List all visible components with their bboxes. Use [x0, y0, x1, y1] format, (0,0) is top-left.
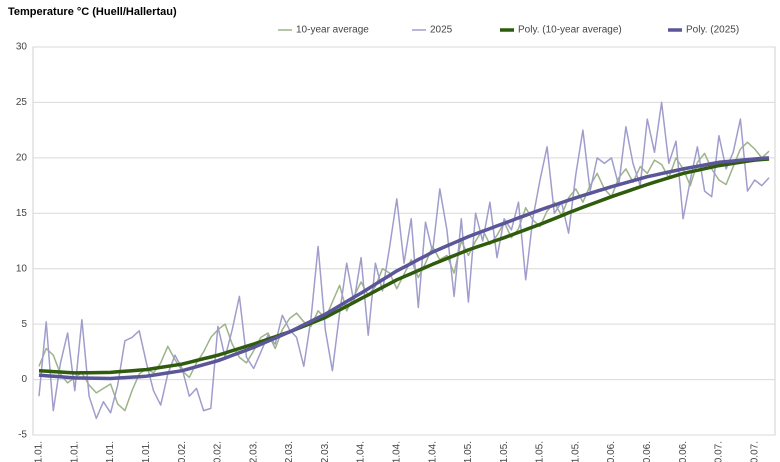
x-tick-label: 11.01. [69, 441, 80, 462]
y-tick-label: 0 [21, 374, 27, 385]
y-tick-label: 5 [21, 319, 27, 330]
x-tick-label: 01.04. [356, 441, 367, 462]
chart-title: Temperature °C (Huell/Hallertau) [8, 6, 177, 18]
x-tick-label: 20.06. [642, 441, 653, 462]
series-line [38, 101, 770, 420]
legend-label: 2025 [430, 25, 453, 36]
x-tick-label: 11.05. [499, 441, 510, 462]
legend-label: 10-year average [296, 25, 369, 36]
x-tick-label: 01.05. [463, 441, 474, 462]
y-tick-label: 20 [16, 152, 28, 163]
series-line [38, 156, 770, 381]
y-tick-label: 10 [16, 263, 28, 274]
x-tick-label: 21.04. [427, 441, 438, 462]
legend-label: Poly. (10-year average) [518, 25, 622, 36]
x-tick-label: 21.05. [535, 441, 546, 462]
x-tick-label: 30.06. [678, 441, 689, 462]
x-tick-label: 20.07. [749, 441, 760, 462]
x-tick-label: 01.01. [34, 441, 45, 462]
x-tick-label: 31.05. [570, 441, 581, 462]
x-tick-label: 02.03. [248, 441, 259, 462]
x-tick-label: 22.03. [320, 441, 331, 462]
series-line [38, 141, 770, 412]
x-tick-label: 10.06. [606, 441, 617, 462]
x-tick-label: 10.07. [714, 441, 725, 462]
series-line [38, 157, 770, 375]
y-tick-label: 15 [16, 208, 28, 219]
y-tick-label: 25 [16, 97, 28, 108]
x-tick-label: 31.01. [141, 441, 152, 462]
x-tick-label: 10.02. [177, 441, 188, 462]
x-tick-label: 12.03. [284, 441, 295, 462]
legend-label: Poly. (2025) [686, 25, 739, 36]
x-tick-label: 11.04. [391, 441, 402, 462]
y-tick-label: 30 [16, 42, 28, 53]
x-tick-label: 20.02. [213, 441, 224, 462]
x-tick-label: 21.01. [105, 441, 116, 462]
y-tick-label: -5 [18, 430, 27, 441]
